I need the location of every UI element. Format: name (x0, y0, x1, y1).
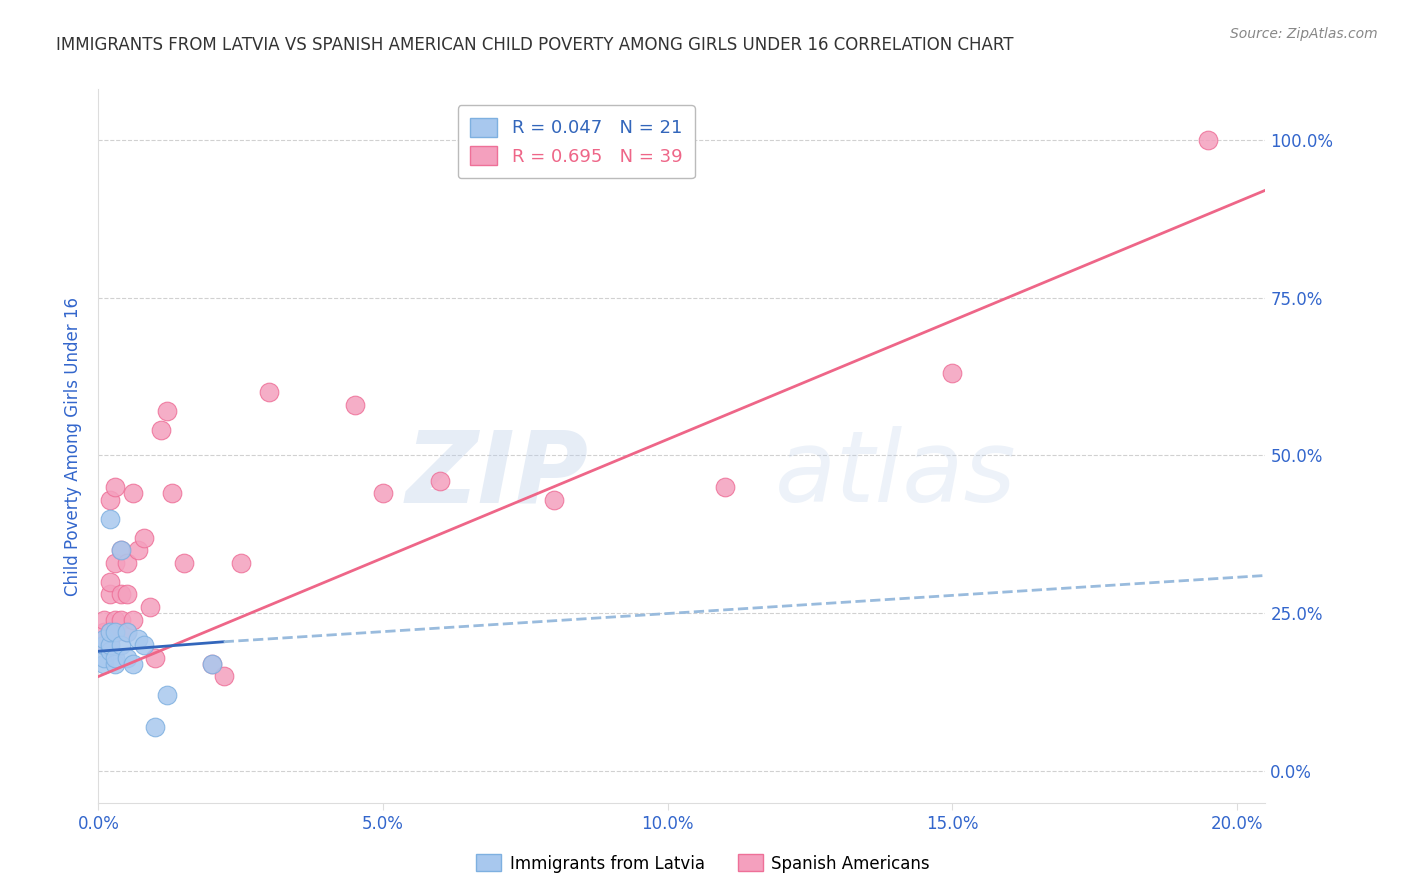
Text: Source: ZipAtlas.com: Source: ZipAtlas.com (1230, 27, 1378, 41)
Point (115, 587, 138, 601)
Point (121, 613, 143, 627)
Point (104, 556, 127, 570)
Point (143, 650, 166, 665)
Point (98, 632, 121, 646)
Point (104, 480, 127, 494)
Point (93, 638, 115, 652)
Point (104, 625, 127, 640)
Point (543, 492, 565, 507)
Point (93, 613, 115, 627)
Point (110, 543, 132, 558)
Point (127, 543, 149, 558)
Point (98, 492, 121, 507)
Point (93, 632, 115, 646)
Point (156, 689, 179, 703)
Point (132, 638, 155, 652)
Point (941, 367, 963, 381)
Point (132, 531, 155, 545)
Point (143, 720, 166, 734)
Point (121, 486, 143, 500)
Point (127, 632, 149, 646)
Point (371, 486, 394, 500)
Point (138, 600, 160, 615)
Point (156, 404, 179, 418)
Point (110, 638, 132, 652)
Point (98, 644, 121, 658)
Point (121, 657, 143, 671)
Point (104, 657, 127, 671)
Point (713, 480, 735, 494)
Point (98, 625, 121, 640)
Point (115, 650, 138, 665)
Point (93, 650, 115, 665)
Point (98, 511, 121, 525)
Point (110, 543, 132, 558)
Point (257, 385, 280, 400)
Point (115, 556, 138, 570)
Point (110, 613, 132, 627)
Legend: R = 0.047   N = 21, R = 0.695   N = 39: R = 0.047 N = 21, R = 0.695 N = 39 (457, 105, 695, 178)
Point (1198, 133, 1220, 147)
Point (201, 657, 224, 671)
Text: atlas: atlas (775, 426, 1017, 523)
Point (93, 625, 115, 640)
Point (115, 625, 138, 640)
Point (98, 574, 121, 589)
Point (173, 556, 195, 570)
Point (115, 625, 138, 640)
Point (150, 423, 173, 437)
Y-axis label: Child Poverty Among Girls Under 16: Child Poverty Among Girls Under 16 (65, 296, 83, 596)
Point (104, 650, 127, 665)
Point (93, 638, 115, 652)
Point (429, 474, 451, 488)
Point (104, 613, 127, 627)
Point (229, 556, 252, 570)
Point (98, 625, 121, 640)
Legend: Immigrants from Latvia, Spanish Americans: Immigrants from Latvia, Spanish American… (470, 847, 936, 880)
Point (98, 638, 121, 652)
Point (98, 587, 121, 601)
Point (201, 657, 224, 671)
Point (212, 669, 235, 683)
Point (104, 625, 127, 640)
Text: IMMIGRANTS FROM LATVIA VS SPANISH AMERICAN CHILD POVERTY AMONG GIRLS UNDER 16 CO: IMMIGRANTS FROM LATVIA VS SPANISH AMERIC… (56, 36, 1014, 54)
Text: ZIP: ZIP (405, 426, 589, 523)
Point (110, 587, 132, 601)
Point (93, 657, 115, 671)
Point (343, 398, 366, 412)
Point (162, 486, 184, 500)
